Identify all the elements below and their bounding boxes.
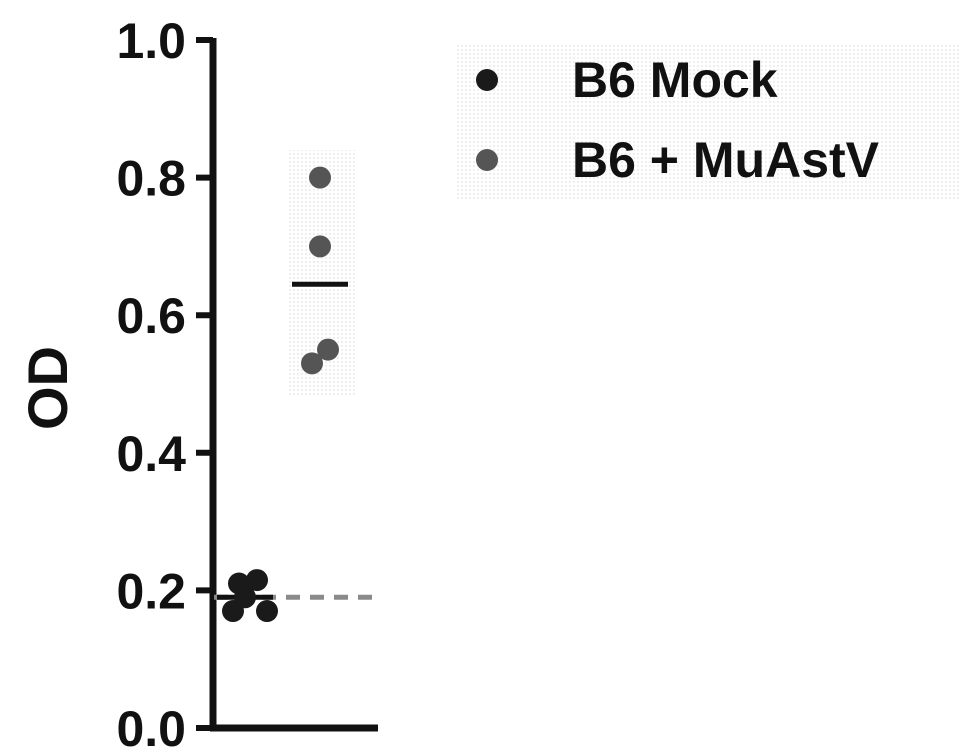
y-tick-label: 0.4 (116, 426, 186, 482)
data-point (228, 572, 250, 595)
legend-label-b6-muastv: B6 + MuAstV (572, 132, 880, 188)
legend: B6 Mock B6 + MuAstV (455, 45, 960, 200)
y-ticks (196, 37, 213, 731)
y-tick-label: 0.2 (116, 563, 186, 619)
data-point (309, 235, 331, 258)
y-tick-label: 0.0 (116, 701, 186, 753)
y-tick-label: 0.6 (116, 288, 186, 344)
legend-marker-b6-muastv (476, 149, 498, 171)
y-tick-labels: 0.0 0.2 0.4 0.6 0.8 1.0 (116, 13, 186, 753)
y-tick-label: 1.0 (116, 13, 186, 69)
legend-label-b6-mock: B6 Mock (572, 52, 778, 108)
legend-background (455, 45, 960, 200)
y-tick-label: 0.8 (116, 151, 186, 207)
y-axis-title: OD (16, 346, 79, 430)
data-point (246, 569, 268, 592)
data-point (317, 338, 339, 361)
data-point (256, 600, 278, 623)
legend-marker-b6-mock (476, 69, 498, 91)
plot-area (214, 150, 372, 623)
data-point (301, 352, 323, 375)
data-point (309, 166, 331, 189)
